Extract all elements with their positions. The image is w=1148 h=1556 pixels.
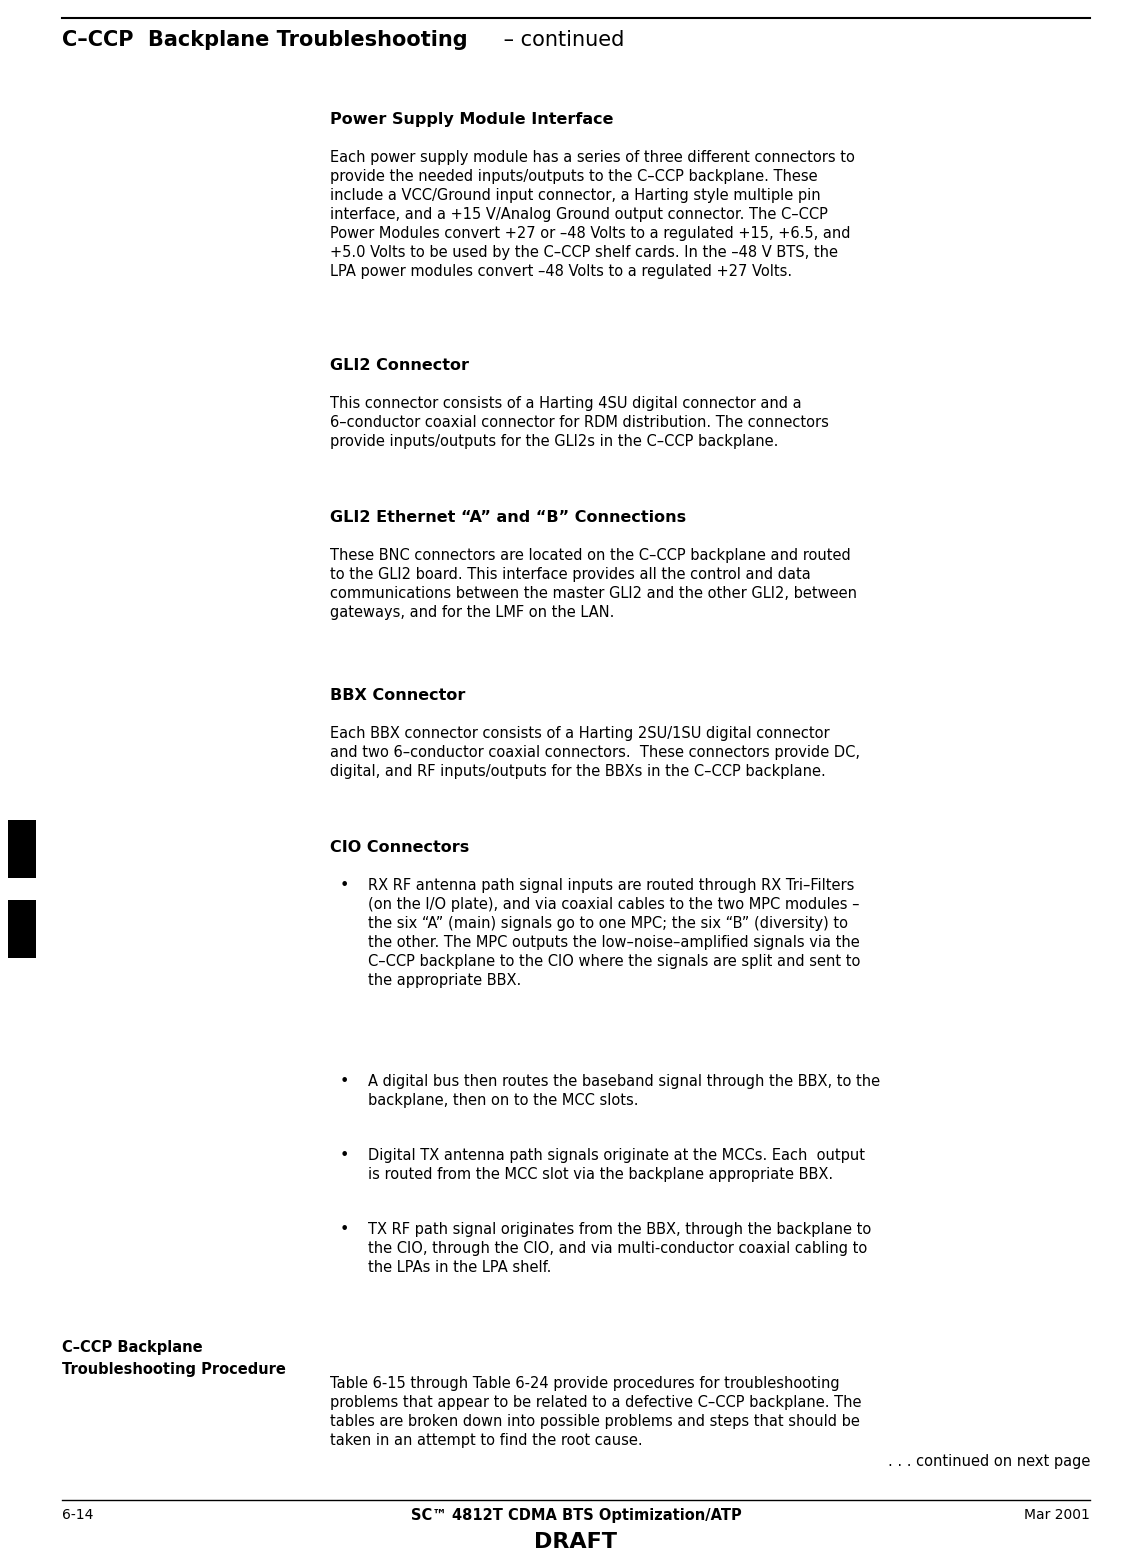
Text: (on the I/O plate), and via coaxial cables to the two MPC modules –: (on the I/O plate), and via coaxial cabl… (369, 896, 860, 912)
Text: include a VCC/Ground input connector, a Harting style multiple pin: include a VCC/Ground input connector, a … (329, 188, 821, 202)
Text: •: • (340, 1221, 349, 1237)
Text: Mar 2001: Mar 2001 (1024, 1508, 1089, 1522)
Text: – continued: – continued (497, 30, 625, 50)
Text: interface, and a +15 V/Analog Ground output connector. The C–CCP: interface, and a +15 V/Analog Ground out… (329, 207, 828, 223)
Text: This connector consists of a Harting 4SU digital connector and a: This connector consists of a Harting 4SU… (329, 395, 801, 411)
Text: LPA power modules convert –48 Volts to a regulated +27 Volts.: LPA power modules convert –48 Volts to a… (329, 265, 792, 279)
Text: gateways, and for the LMF on the LAN.: gateways, and for the LMF on the LAN. (329, 605, 614, 619)
Text: problems that appear to be related to a defective C–CCP backplane. The: problems that appear to be related to a … (329, 1396, 861, 1410)
Text: Digital TX antenna path signals originate at the MCCs. Each  output: Digital TX antenna path signals originat… (369, 1148, 864, 1162)
Text: backplane, then on to the MCC slots.: backplane, then on to the MCC slots. (369, 1092, 638, 1108)
Text: •: • (340, 878, 349, 893)
Text: A digital bus then routes the baseband signal through the BBX, to the: A digital bus then routes the baseband s… (369, 1074, 881, 1089)
Text: tables are broken down into possible problems and steps that should be: tables are broken down into possible pro… (329, 1414, 860, 1428)
Text: BBX Connector: BBX Connector (329, 688, 465, 703)
Text: the six “A” (main) signals go to one MPC; the six “B” (diversity) to: the six “A” (main) signals go to one MPC… (369, 916, 848, 930)
Text: Each power supply module has a series of three different connectors to: Each power supply module has a series of… (329, 149, 855, 165)
Text: 6-14: 6-14 (62, 1508, 93, 1522)
Text: provide the needed inputs/outputs to the C–CCP backplane. These: provide the needed inputs/outputs to the… (329, 170, 817, 184)
Text: •: • (340, 1148, 349, 1162)
Text: Table 6-15 through Table 6-24 provide procedures for troubleshooting: Table 6-15 through Table 6-24 provide pr… (329, 1376, 839, 1391)
Text: +5.0 Volts to be used by the C–CCP shelf cards. In the –48 V BTS, the: +5.0 Volts to be used by the C–CCP shelf… (329, 244, 838, 260)
Text: Each BBX connector consists of a Harting 2SU/1SU digital connector: Each BBX connector consists of a Harting… (329, 727, 830, 741)
Text: TX RF path signal originates from the BBX, through the backplane to: TX RF path signal originates from the BB… (369, 1221, 871, 1237)
Text: Power Supply Module Interface: Power Supply Module Interface (329, 112, 613, 128)
Text: taken in an attempt to find the root cause.: taken in an attempt to find the root cau… (329, 1433, 643, 1449)
Bar (8, 820, 36, 878)
Text: DRAFT: DRAFT (535, 1533, 618, 1551)
Text: These BNC connectors are located on the C–CCP backplane and routed: These BNC connectors are located on the … (329, 548, 851, 563)
Text: and two 6–conductor coaxial connectors.  These connectors provide DC,: and two 6–conductor coaxial connectors. … (329, 745, 860, 759)
Text: digital, and RF inputs/outputs for the BBXs in the C–CCP backplane.: digital, and RF inputs/outputs for the B… (329, 764, 825, 780)
Bar (8, 899, 36, 958)
Text: communications between the master GLI2 and the other GLI2, between: communications between the master GLI2 a… (329, 587, 858, 601)
Text: C–CCP backplane to the CIO where the signals are split and sent to: C–CCP backplane to the CIO where the sig… (369, 954, 860, 969)
Text: C–CCP  Backplane Troubleshooting: C–CCP Backplane Troubleshooting (62, 30, 467, 50)
Text: the appropriate BBX.: the appropriate BBX. (369, 972, 521, 988)
Text: Power Modules convert +27 or –48 Volts to a regulated +15, +6.5, and: Power Modules convert +27 or –48 Volts t… (329, 226, 851, 241)
Text: the other. The MPC outputs the low–noise–amplified signals via the: the other. The MPC outputs the low–noise… (369, 935, 860, 951)
Text: Troubleshooting Procedure: Troubleshooting Procedure (62, 1362, 286, 1377)
Text: •: • (340, 1074, 349, 1089)
Text: GLI2 Connector: GLI2 Connector (329, 358, 470, 373)
Text: C–CCP Backplane: C–CCP Backplane (62, 1340, 203, 1355)
Text: RX RF antenna path signal inputs are routed through RX Tri–Filters: RX RF antenna path signal inputs are rou… (369, 878, 854, 893)
Text: CIO Connectors: CIO Connectors (329, 840, 470, 854)
Text: the CIO, through the CIO, and via multi-conductor coaxial cabling to: the CIO, through the CIO, and via multi-… (369, 1242, 867, 1256)
Text: GLI2 Ethernet “A” and “B” Connections: GLI2 Ethernet “A” and “B” Connections (329, 510, 687, 524)
Text: SC™ 4812T CDMA BTS Optimization/ATP: SC™ 4812T CDMA BTS Optimization/ATP (411, 1508, 742, 1523)
Text: . . . continued on next page: . . . continued on next page (887, 1453, 1089, 1469)
Text: the LPAs in the LPA shelf.: the LPAs in the LPA shelf. (369, 1260, 551, 1274)
Text: to the GLI2 board. This interface provides all the control and data: to the GLI2 board. This interface provid… (329, 566, 810, 582)
Text: 6–conductor coaxial connector for RDM distribution. The connectors: 6–conductor coaxial connector for RDM di… (329, 415, 829, 429)
Text: provide inputs/outputs for the GLI2s in the C–CCP backplane.: provide inputs/outputs for the GLI2s in … (329, 434, 778, 450)
Text: is routed from the MCC slot via the backplane appropriate BBX.: is routed from the MCC slot via the back… (369, 1167, 833, 1183)
Text: 6: 6 (16, 857, 29, 874)
